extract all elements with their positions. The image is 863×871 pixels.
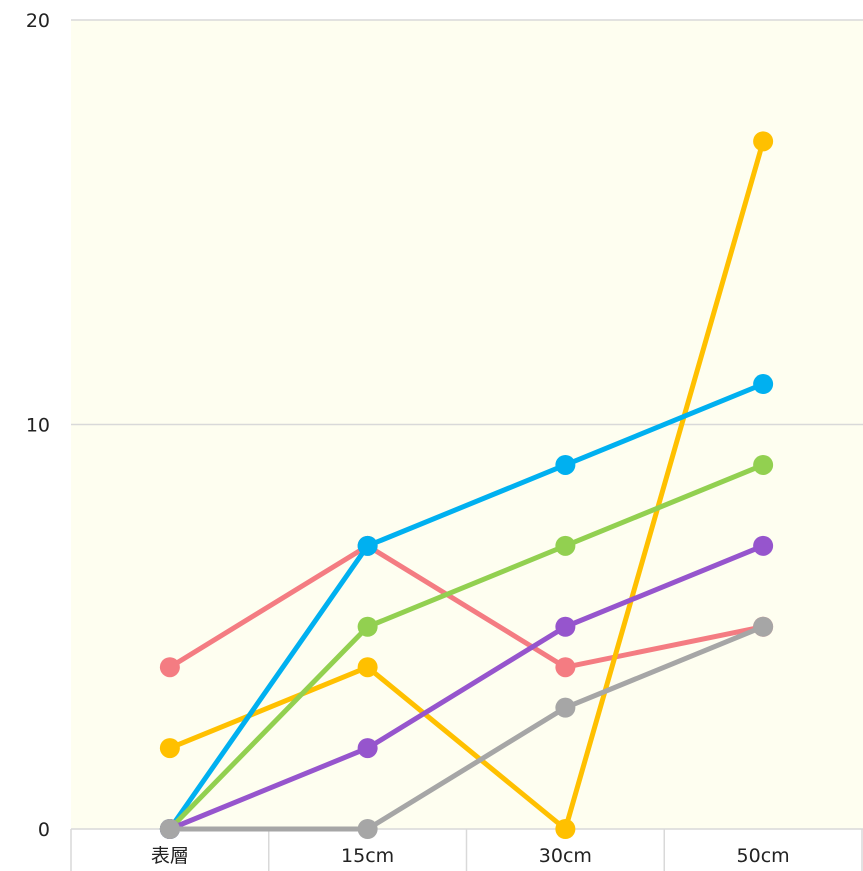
series-5 (159, 535, 774, 839)
x-tick-label: 表層 (151, 845, 189, 867)
data-point (753, 616, 774, 637)
data-point (159, 819, 180, 839)
data-point (555, 616, 576, 637)
data-point (555, 454, 576, 475)
series-line (167, 624, 766, 832)
x-tick-label: 30cm (539, 845, 592, 867)
data-point (357, 819, 378, 839)
data-point (555, 535, 576, 556)
y-axis: 0 10 20 (26, 10, 50, 841)
data-point (357, 616, 378, 637)
series-line (167, 543, 766, 670)
data-point (753, 535, 774, 556)
series-6 (159, 616, 774, 839)
data-point (753, 374, 774, 395)
series-line (167, 543, 766, 832)
data-point (555, 657, 576, 678)
y-tick-label: 10 (26, 415, 50, 437)
data-point (555, 819, 576, 839)
x-tick-label: 15cm (341, 845, 394, 867)
data-point (159, 738, 180, 759)
x-tick-label: 50cm (737, 845, 790, 867)
data-point (357, 657, 378, 678)
series-2 (159, 131, 774, 839)
series-line (167, 138, 766, 832)
y-tick-label: 20 (26, 10, 50, 32)
data-point (357, 738, 378, 759)
data-point (357, 535, 378, 556)
y-tick-label: 0 (38, 819, 50, 841)
series-group (159, 131, 774, 839)
x-axis: 表層 15cm 30cm 50cm (70, 829, 863, 871)
series-line (167, 381, 766, 832)
data-point (753, 454, 774, 475)
data-point (159, 657, 180, 678)
series-line (167, 462, 766, 832)
data-point (753, 131, 774, 152)
data-point (555, 697, 576, 718)
